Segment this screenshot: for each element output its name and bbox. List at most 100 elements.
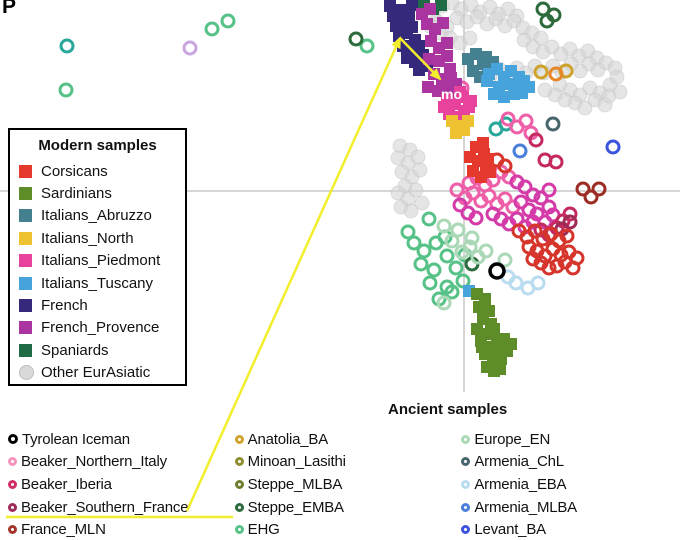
ancient-legend-item: Minoan_Lasithi	[234, 451, 454, 474]
scatter-point-Beaker_Iberia	[562, 206, 578, 222]
modern-legend-item: Sardinians	[10, 182, 185, 204]
modern-legend-item: Italians_Tuscany	[10, 272, 185, 294]
ancient-legend-item: Armenia_ChL	[461, 451, 680, 474]
scatter-point-Europe_EN	[464, 230, 480, 246]
open-circle-swatch-icon	[234, 525, 244, 535]
scatter-point-Other_EurAsiatic	[601, 88, 617, 104]
scatter-point-EHG	[204, 21, 220, 37]
scatter-point-EHG	[406, 235, 422, 251]
scatter-point-Sardinians	[473, 301, 485, 313]
ancient-legend-item: Anatolia_BA	[234, 428, 454, 451]
scatter-point-EHG	[448, 260, 464, 276]
scatter-point-Europe_EN	[436, 218, 452, 234]
modern-legend-items: Corsicans Sardinians Italians_Abruzzo Itali…	[10, 154, 185, 384]
scatter-point-Italians_Abruzzo	[470, 48, 482, 60]
ancient-legend-columns: Tyrolean Iceman Beaker_Northern_Italy Beak…	[0, 428, 680, 540]
scatter-point-magenta-open	[525, 187, 541, 203]
ancient-legend-label: Tyrolean Iceman	[22, 430, 130, 448]
ancient-legend-item: Armenia_MLBA	[461, 496, 680, 519]
modern-legend-label: Corsicans	[41, 162, 108, 180]
scatter-point-French_Provence	[424, 3, 436, 15]
modern-legend-item: Spaniards	[10, 339, 185, 361]
ancient-legend-item: EHG	[234, 518, 454, 540]
scatter-point-Other_EurAsiatic	[403, 203, 419, 219]
ancient-legend-label: Anatolia_BA	[247, 430, 329, 448]
modern-legend-item: Italians_Piedmont	[10, 250, 185, 272]
scatter-point-teal-open	[59, 38, 75, 54]
modern-legend-label: French	[41, 297, 88, 315]
open-circle-swatch-icon	[234, 434, 244, 444]
square-swatch-icon	[19, 231, 32, 245]
scatter-point-Armenia_ChL	[545, 116, 561, 132]
modern-legend-label: Italians_North	[41, 229, 134, 247]
scatter-point-Other_EurAsiatic	[577, 100, 593, 116]
scatter-point-EHG	[439, 248, 455, 264]
square-swatch-icon	[19, 299, 32, 313]
modern-legend-title: Modern samples	[38, 137, 157, 154]
scatter-point-Italians_Tuscany	[523, 81, 535, 93]
open-circle-swatch-icon	[461, 502, 471, 512]
scatter-point-red-open	[559, 228, 575, 244]
open-circle-swatch-icon	[234, 502, 244, 512]
modern-legend-item: Other EurAsiatic	[10, 362, 185, 384]
square-swatch-icon	[19, 321, 32, 335]
scatter-point-magenta-open	[529, 206, 545, 222]
open-circle-swatch-icon	[461, 434, 471, 444]
scatter-point-French_Provence	[441, 50, 453, 62]
modern-legend-label: Sardinians	[41, 185, 112, 203]
scatter-point-Levant_BA	[605, 139, 621, 155]
open-circle-swatch-icon	[234, 479, 244, 489]
ancient-legend-label: Armenia_EBA	[474, 475, 567, 493]
ancient-legend-item: Tyrolean Iceman	[8, 428, 227, 451]
modern-legend-label: Italians_Abruzzo	[41, 207, 152, 225]
open-circle-swatch-icon	[8, 525, 17, 535]
plot-overlay-text: mo	[441, 86, 462, 102]
ancient-legend-column: Europe_EN Armenia_ChL Armenia_EBA Armenia_M…	[453, 428, 680, 540]
ancient-legend-label: Beaker_Iberia	[21, 475, 112, 493]
ancient-legend-item: Levant_BA	[461, 518, 680, 540]
scatter-point-EHG	[400, 224, 416, 240]
scatter-point-magenta-open	[468, 210, 484, 226]
scatter-point-Corsicans	[464, 151, 476, 163]
modern-legend-label: French_Provence	[41, 319, 160, 337]
scatter-point-EHG	[444, 284, 460, 300]
scatter-point-Sardinians	[476, 341, 488, 353]
ancient-legend-label: Minoan_Lasithi	[247, 453, 346, 471]
ancient-legend-label: Armenia_MLBA	[474, 498, 577, 516]
scatter-point-EHG	[220, 13, 236, 29]
scatter-point-EHG	[416, 243, 432, 259]
scatter-point-Steppe_EMBA	[348, 31, 364, 47]
modern-legend-item: Italians_Abruzzo	[10, 205, 185, 227]
scatter-point-Beaker_Iberia	[528, 132, 544, 148]
ancient-legend-label: Steppe_EMBA	[247, 498, 344, 516]
open-circle-swatch-icon	[8, 479, 17, 489]
ancient-legend-item: Steppe_EMBA	[234, 496, 454, 519]
ancient-legend-label: Levant_BA	[474, 521, 546, 539]
scatter-point-Italians_Tuscany	[498, 91, 510, 103]
scatter-point-French_Provence	[445, 72, 457, 84]
ancient-legend-label: Europe_EN	[474, 430, 551, 448]
ancient-legend-item: France_MLN	[8, 518, 227, 540]
open-circle-swatch-icon	[461, 457, 471, 467]
scatter-point-Italians_Piedmont	[465, 95, 477, 107]
scatter-point-Italians_Piedmont	[454, 86, 466, 98]
scatter-point-Beaker_Northern_Italy	[518, 113, 534, 129]
open-circle-swatch-icon	[8, 434, 18, 445]
scatter-point-Beaker_Northern_Italy	[497, 191, 513, 207]
scatter-point-French_Provence	[437, 17, 449, 29]
scatter-point-Beaker_Northern_Italy	[500, 111, 516, 127]
scatter-point-Anatolia_BA	[533, 64, 549, 80]
scatter-point-Other_EurAsiatic	[412, 162, 428, 178]
modern-legend-item: Corsicans	[10, 160, 185, 182]
scatter-point-EHG	[426, 262, 442, 278]
scatter-point-magenta-open	[541, 182, 557, 198]
scatter-point-Europe_EN	[436, 295, 452, 311]
scatter-point-Tyrolean_Iceman	[488, 262, 506, 280]
scatter-point-Sardinians	[494, 363, 506, 375]
square-swatch-icon	[19, 209, 32, 223]
square-swatch-icon	[19, 343, 32, 357]
scatter-point-Other_EurAsiatic	[609, 69, 625, 85]
ancient-legend-item: Steppe_MLBA	[234, 473, 454, 496]
square-swatch-icon	[19, 187, 32, 201]
